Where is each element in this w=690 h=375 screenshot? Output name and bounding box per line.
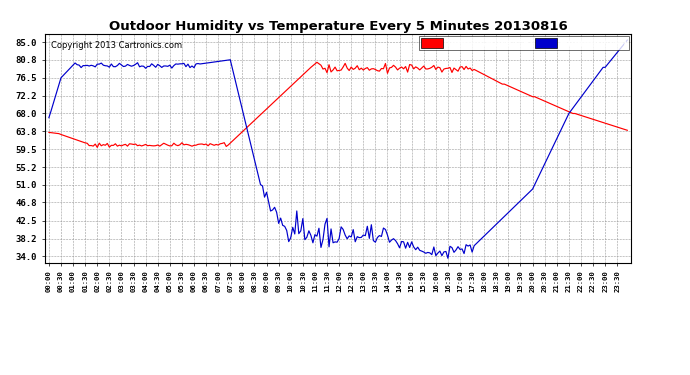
Title: Outdoor Humidity vs Temperature Every 5 Minutes 20130816: Outdoor Humidity vs Temperature Every 5 … [109, 20, 567, 33]
Text: Copyright 2013 Cartronics.com: Copyright 2013 Cartronics.com [51, 40, 182, 50]
Legend: Temperature (°F), Humidity (%): Temperature (°F), Humidity (%) [419, 36, 629, 50]
